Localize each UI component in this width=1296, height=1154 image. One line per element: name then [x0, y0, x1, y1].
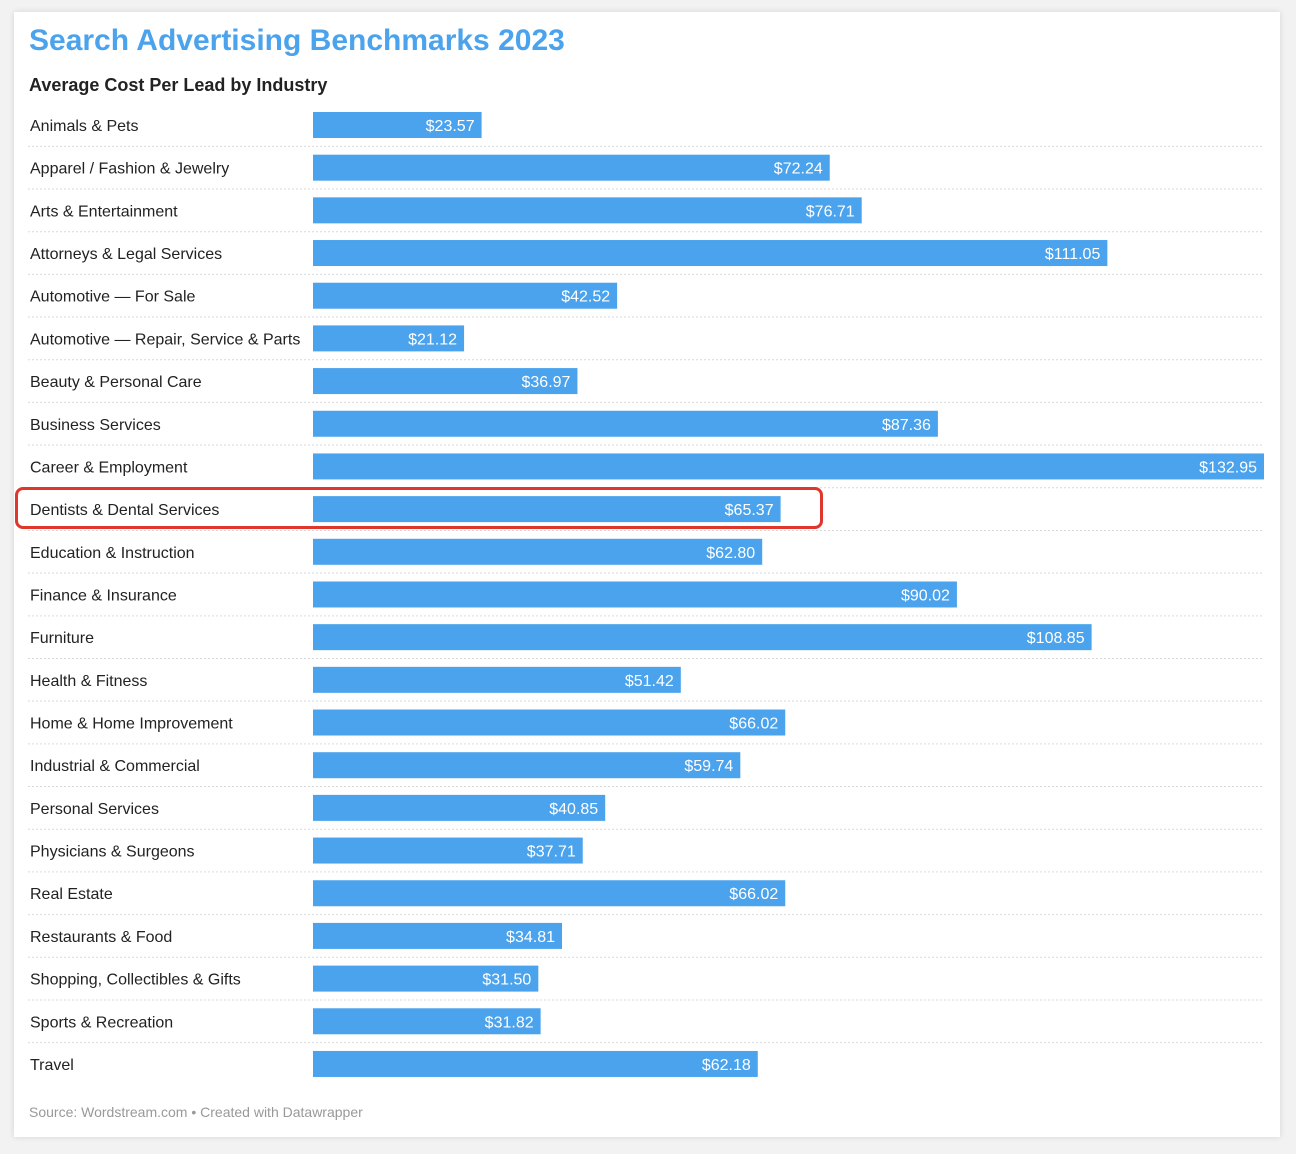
bar [313, 112, 482, 138]
bar [313, 666, 681, 693]
category-label: Automotive — Repair, Service & Parts [30, 331, 300, 348]
bar [313, 154, 830, 181]
category-label: Attorneys & Legal Services [30, 246, 222, 263]
bar [313, 368, 578, 395]
category-label: Automotive — For Sale [30, 289, 196, 306]
bar [313, 410, 938, 437]
bar [313, 496, 781, 523]
bar [313, 240, 1108, 267]
chart-subtitle: Average Cost Per Lead by Industry [29, 75, 328, 95]
value-label: $62.80 [706, 545, 755, 562]
bar [313, 1050, 758, 1077]
category-label: Restaurants & Food [30, 929, 172, 946]
category-label: Sports & Recreation [30, 1014, 173, 1031]
value-label: $36.97 [522, 374, 571, 391]
bar [313, 581, 957, 608]
source-note: Source: Wordstream.com • Created with Da… [29, 1104, 363, 1120]
bar [313, 325, 465, 352]
value-label: $37.71 [527, 844, 576, 861]
bar [313, 1008, 541, 1035]
category-label: Arts & Entertainment [30, 203, 178, 220]
value-label: $76.71 [806, 203, 855, 220]
bar [313, 965, 539, 992]
value-label: $132.95 [1199, 459, 1257, 476]
highlight-box [15, 487, 823, 529]
category-label: Dentists & Dental Services [30, 502, 219, 519]
category-label: Shopping, Collectibles & Gifts [30, 972, 241, 989]
chart-title: Search Advertising Benchmarks 2023 [29, 24, 565, 57]
value-label: $40.85 [549, 801, 598, 818]
value-label: $66.02 [729, 886, 778, 903]
category-label: Furniture [30, 630, 94, 647]
value-label: $23.57 [426, 118, 475, 135]
value-label: $90.02 [901, 587, 950, 604]
category-label: Finance & Insurance [30, 587, 177, 604]
bar [313, 709, 786, 736]
bar [313, 282, 618, 309]
category-label: Travel [30, 1057, 74, 1074]
category-label: Personal Services [30, 801, 159, 818]
category-label: Career & Employment [30, 459, 188, 476]
bar [313, 538, 763, 565]
value-label: $72.24 [774, 161, 823, 178]
value-label: $42.52 [561, 289, 610, 306]
value-label: $21.12 [408, 331, 457, 348]
bar [313, 624, 1092, 651]
value-label: $111.05 [1045, 246, 1101, 263]
category-label: Physicians & Surgeons [30, 844, 195, 861]
value-label: $51.42 [625, 673, 674, 690]
value-label: $31.82 [485, 1014, 534, 1031]
bar [313, 837, 583, 864]
bar [313, 794, 606, 821]
category-label: Industrial & Commercial [30, 758, 200, 775]
bar [313, 197, 862, 224]
bar [313, 922, 562, 949]
value-label: $108.85 [1027, 630, 1085, 647]
category-label: Business Services [30, 417, 161, 434]
bar [313, 880, 786, 907]
category-label: Education & Instruction [30, 545, 195, 562]
bar [313, 752, 741, 779]
bar [313, 453, 1264, 480]
category-label: Beauty & Personal Care [30, 374, 202, 391]
value-label: $65.37 [725, 502, 774, 519]
category-label: Animals & Pets [30, 118, 138, 135]
category-label: Apparel / Fashion & Jewelry [30, 161, 229, 178]
value-label: $34.81 [506, 929, 555, 946]
category-label: Home & Home Improvement [30, 716, 233, 733]
value-label: $59.74 [684, 758, 733, 775]
value-label: $66.02 [729, 716, 778, 733]
category-label: Health & Fitness [30, 673, 147, 690]
category-label: Real Estate [30, 886, 113, 903]
value-label: $87.36 [882, 417, 931, 434]
value-label: $62.18 [702, 1057, 751, 1074]
value-label: $31.50 [482, 972, 531, 989]
